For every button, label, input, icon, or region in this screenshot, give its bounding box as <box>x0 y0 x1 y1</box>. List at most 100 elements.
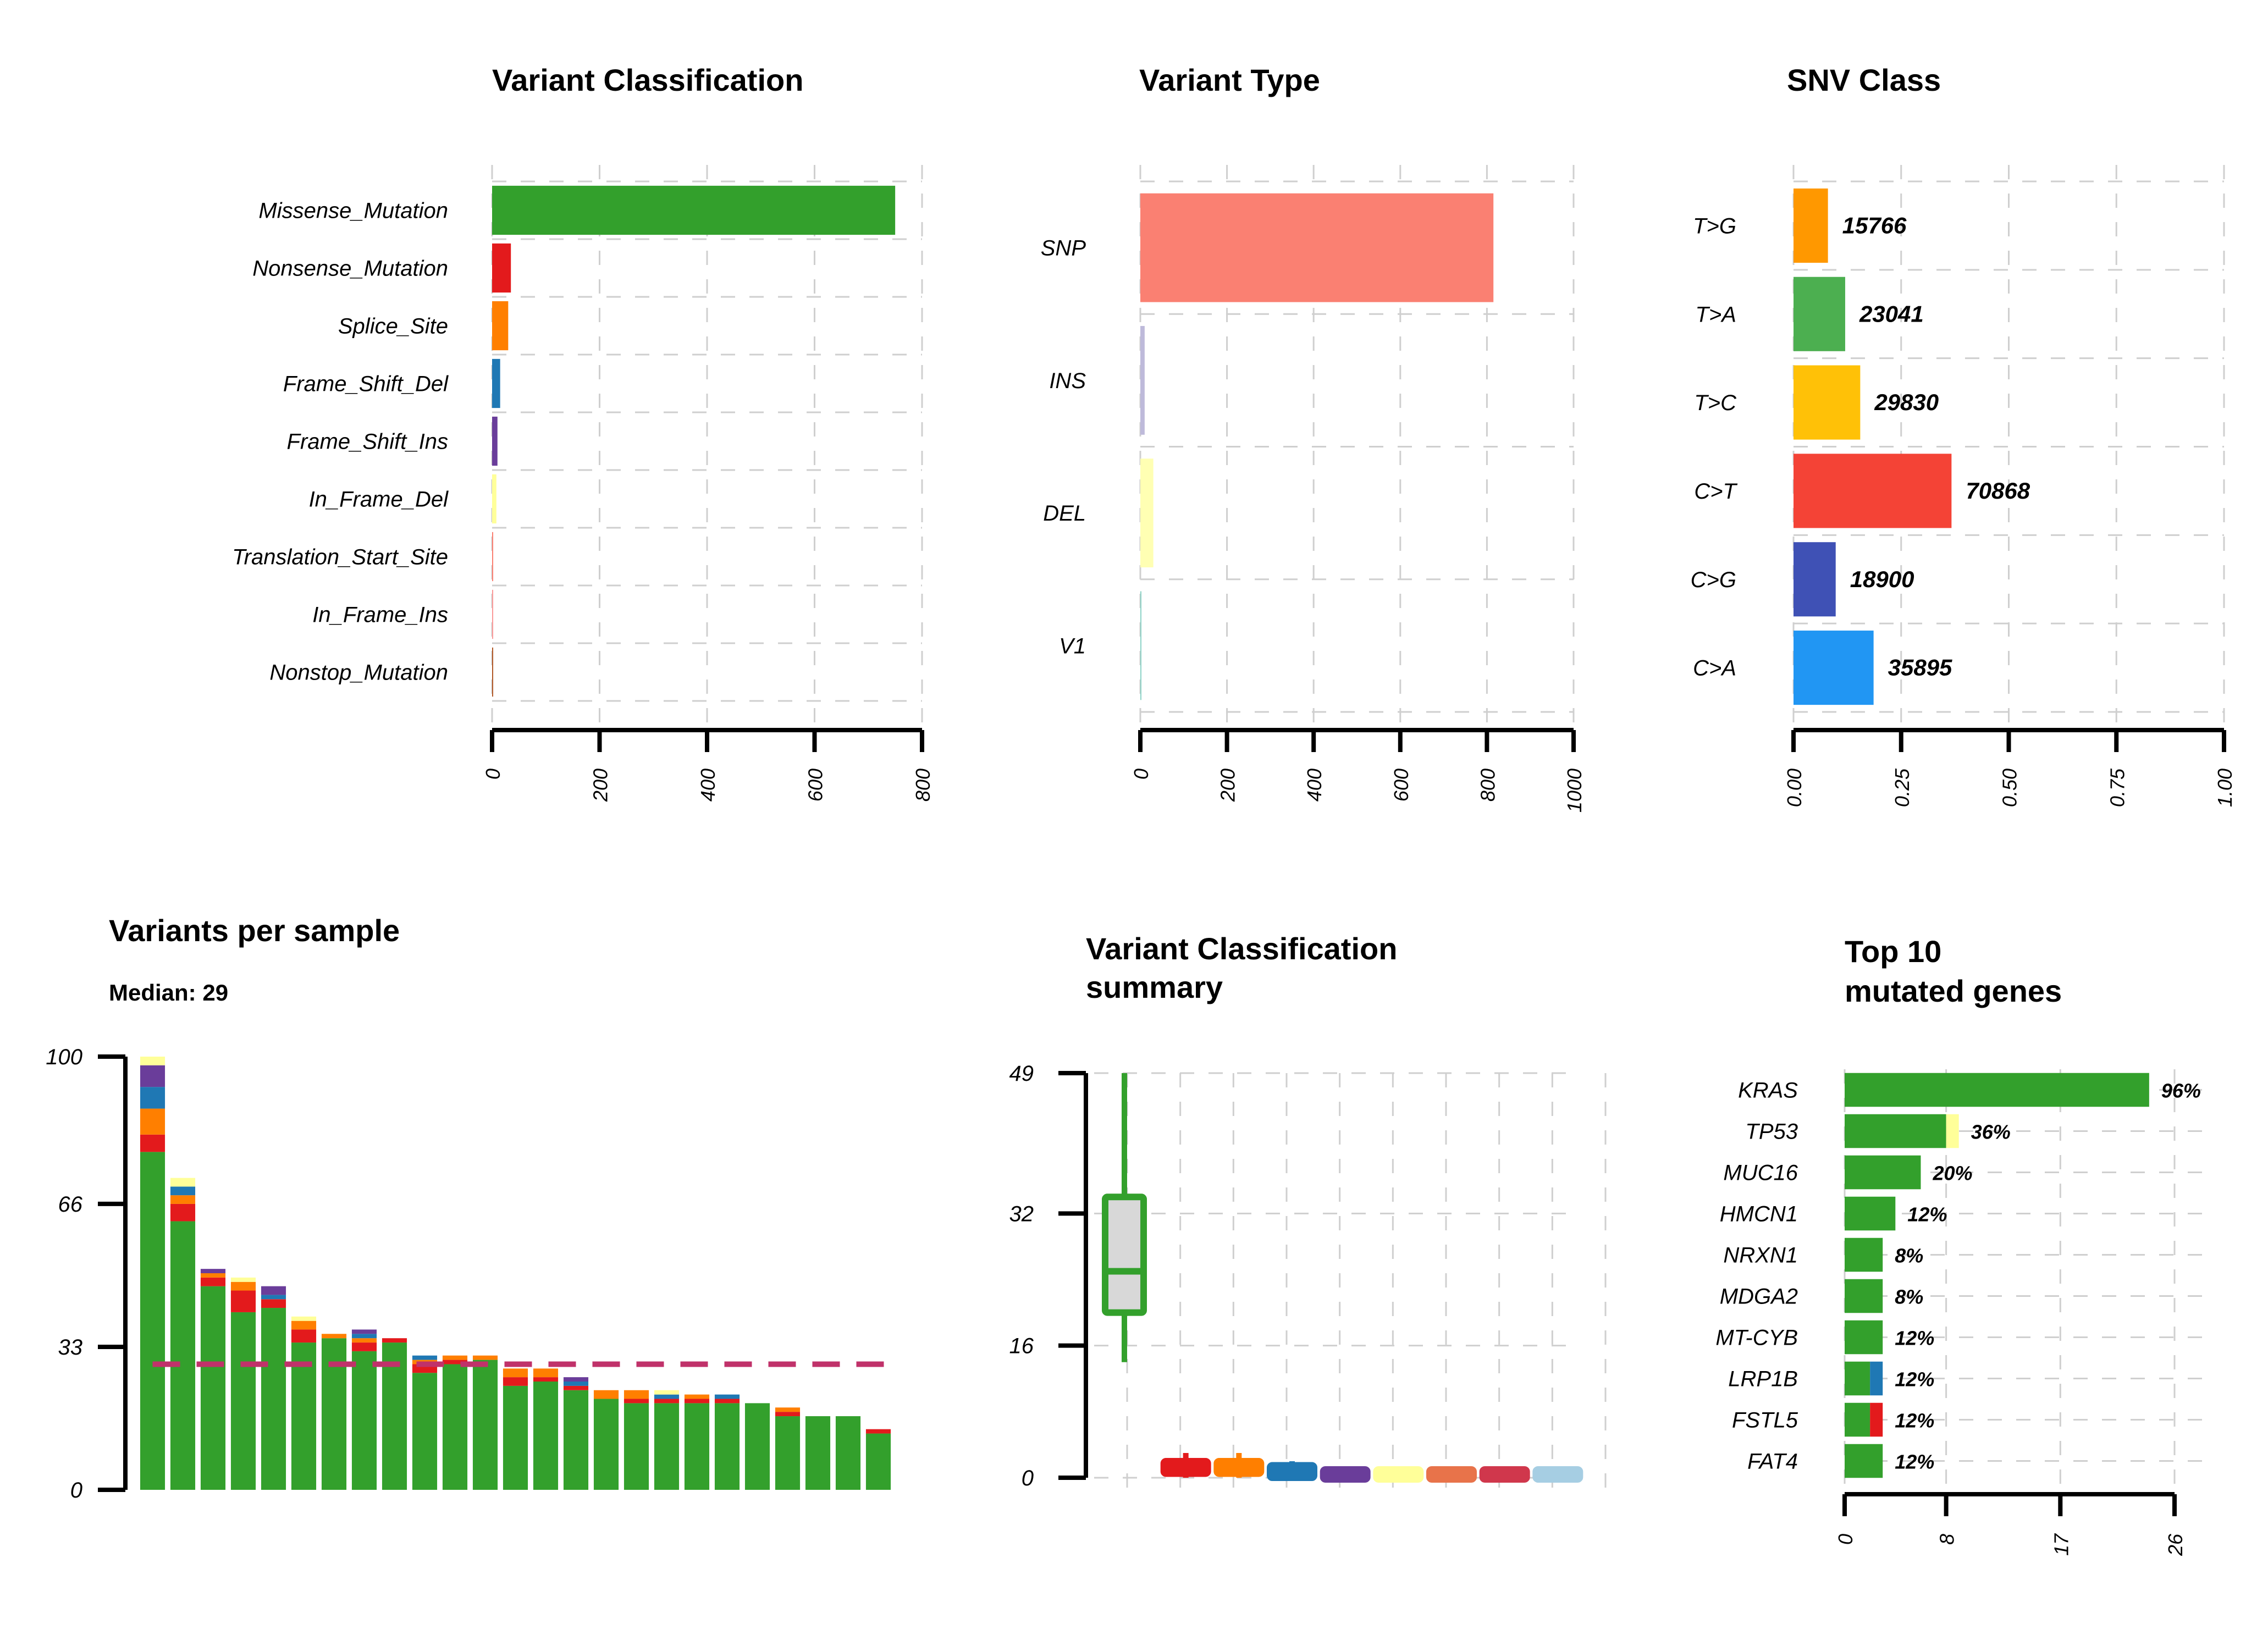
bar-nonsense-mutation <box>492 243 511 293</box>
x-tick-label: 0 <box>1130 769 1152 780</box>
variant-classification-panel: Variant Classification Missense_Mutation… <box>232 63 934 802</box>
stacked-bar-segment <box>503 1385 528 1490</box>
x-tick-label: 800 <box>912 769 934 802</box>
x-tick-label: 17 <box>2050 1533 2072 1556</box>
category-label: In_Frame_Del <box>309 488 449 512</box>
stacked-bar-segment <box>623 1403 649 1490</box>
stacked-bar-segment <box>654 1390 680 1395</box>
bar-in-frame-del <box>492 474 496 524</box>
x-tick-label: 1.00 <box>2214 769 2236 807</box>
stacked-bar-segment <box>593 1399 619 1490</box>
plot-area: SNP INS DEL V1 0 200 400 600 800 1000 <box>1041 165 1586 813</box>
stacked-bar-segment <box>382 1338 407 1343</box>
stacked-bar-segment <box>623 1390 649 1399</box>
stacked-bar-segment <box>714 1403 740 1490</box>
stacked-bar-segment <box>412 1373 438 1490</box>
x-tick-label: 0 <box>1834 1534 1857 1545</box>
stacked-bar-segment <box>321 1338 347 1490</box>
chart-title: Variants per sample <box>109 913 400 948</box>
data-label: 29830 <box>1874 389 1939 415</box>
stacked-bar-segment <box>140 1152 165 1490</box>
bar-translation-start-site <box>492 532 493 582</box>
gene-label: MT-CYB <box>1715 1326 1798 1350</box>
category-label: INS <box>1049 369 1086 393</box>
gene-bar-segment <box>1845 1237 1883 1272</box>
category-label: Missense_Mutation <box>258 199 448 223</box>
gene-bar-segment <box>1870 1361 1883 1396</box>
category-label: Translation_Start_Site <box>232 545 448 570</box>
stacked-bar-segment <box>351 1329 377 1334</box>
plot-area: T>G 15766 T>A 23041 T>C 29830 C>T 70868 C>G 18900… <box>1691 165 2236 807</box>
stacked-bar-segment <box>261 1286 286 1295</box>
stacked-bar-segment <box>351 1342 377 1351</box>
stacked-bar-segment <box>140 1108 165 1135</box>
x-tick-label: 200 <box>1217 769 1239 802</box>
stacked-bar-segment <box>351 1351 377 1490</box>
bar-t-g <box>1794 188 1828 263</box>
stacked-bar-segment <box>170 1221 196 1490</box>
y-tick-label: 66 <box>58 1192 83 1217</box>
chart-title-line2: mutated genes <box>1845 974 2062 1008</box>
gene-bar-segment <box>1845 1073 2149 1107</box>
category-label: Frame_Shift_Ins <box>287 430 448 454</box>
stacked-bar-segment <box>442 1355 468 1360</box>
y-tick-label: 16 <box>1009 1334 1034 1358</box>
chart-title-line2: summary <box>1086 970 1223 1004</box>
x-tick-label: 600 <box>1390 769 1412 802</box>
plot-area: 0 16 32 49 <box>1009 1062 1607 1490</box>
stacked-bar-segment <box>835 1416 861 1490</box>
snv-class-panel: SNV Class T>G 15766 T>A 23041 T>C 29830 C>T 708… <box>1691 63 2236 807</box>
stacked-bar-segment <box>775 1407 801 1412</box>
stacked-bar-segment <box>291 1316 317 1321</box>
stacked-bar-segment <box>200 1277 226 1286</box>
stacked-bar-segment <box>563 1377 589 1382</box>
gene-bar-segment <box>1845 1279 1883 1313</box>
gene-bar-segment <box>1845 1196 1896 1231</box>
category-label: Nonstop_Mutation <box>269 661 448 685</box>
category-label: C>G <box>1691 568 1736 592</box>
gene-label: KRAS <box>1738 1079 1798 1103</box>
x-tick-label: 0 <box>482 769 504 780</box>
stacked-bar-segment <box>230 1281 256 1291</box>
bar-v1 <box>1140 591 1141 700</box>
stacked-bar-segment <box>291 1342 317 1490</box>
data-label: 15766 <box>1842 212 1907 238</box>
variants-per-sample-panel: Variants per sample Median: 29 0 33 66 100 <box>46 913 893 1502</box>
chart-subtitle: Median: 29 <box>109 980 228 1005</box>
stacked-bar-segment <box>351 1334 377 1339</box>
stacked-bar-segment <box>654 1399 680 1404</box>
x-tick-label: 400 <box>697 769 719 802</box>
stacked-bar-segment <box>230 1312 256 1490</box>
data-label: 18900 <box>1850 566 1914 592</box>
stacked-bar-segment <box>140 1065 165 1087</box>
x-tick-label: 0.00 <box>1783 769 1806 807</box>
data-label: 35895 <box>1888 655 1952 681</box>
gene-bar-segment <box>1870 1402 1883 1437</box>
chart-title: Variant Type <box>1139 63 1320 97</box>
y-tick-label: 0 <box>70 1478 82 1502</box>
stacked-bar-segment <box>744 1403 770 1490</box>
category-label: SNP <box>1041 236 1086 261</box>
y-tick-label: 33 <box>58 1335 83 1360</box>
stacked-bar-segment <box>714 1399 740 1404</box>
stacked-bar-segment <box>684 1403 710 1490</box>
category-label: Nonsense_Mutation <box>252 257 448 281</box>
stacked-bar-segment <box>503 1377 528 1386</box>
gene-label: TP53 <box>1745 1120 1798 1144</box>
bar-snp <box>1140 193 1494 302</box>
stacked-bar-segment <box>170 1186 196 1196</box>
x-tick-label: 8 <box>1936 1534 1958 1545</box>
stacked-bar-segment <box>865 1433 891 1490</box>
bar-t-a <box>1794 277 1845 351</box>
bar-c-t <box>1794 454 1952 528</box>
bar-del <box>1140 458 1154 568</box>
stacked-bar-segment <box>472 1360 498 1490</box>
stacked-bar-segment <box>563 1390 589 1490</box>
stacked-bar-segment <box>261 1308 286 1490</box>
category-label: T>A <box>1696 302 1736 327</box>
gene-bar-segment <box>1845 1320 1883 1355</box>
gene-bar-segment <box>1845 1361 1870 1396</box>
percent-label: 12% <box>1895 1327 1934 1350</box>
stacked-bar-segment <box>351 1338 377 1343</box>
stacked-bar-segment <box>775 1416 801 1490</box>
